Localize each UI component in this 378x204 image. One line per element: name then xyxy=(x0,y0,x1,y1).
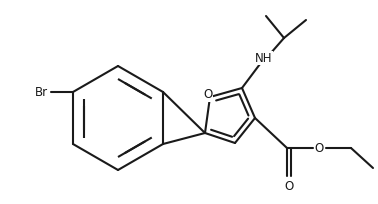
Text: O: O xyxy=(314,142,324,154)
Text: O: O xyxy=(203,89,212,102)
Text: O: O xyxy=(284,180,294,193)
Text: Br: Br xyxy=(34,85,48,99)
Text: NH: NH xyxy=(255,51,273,64)
